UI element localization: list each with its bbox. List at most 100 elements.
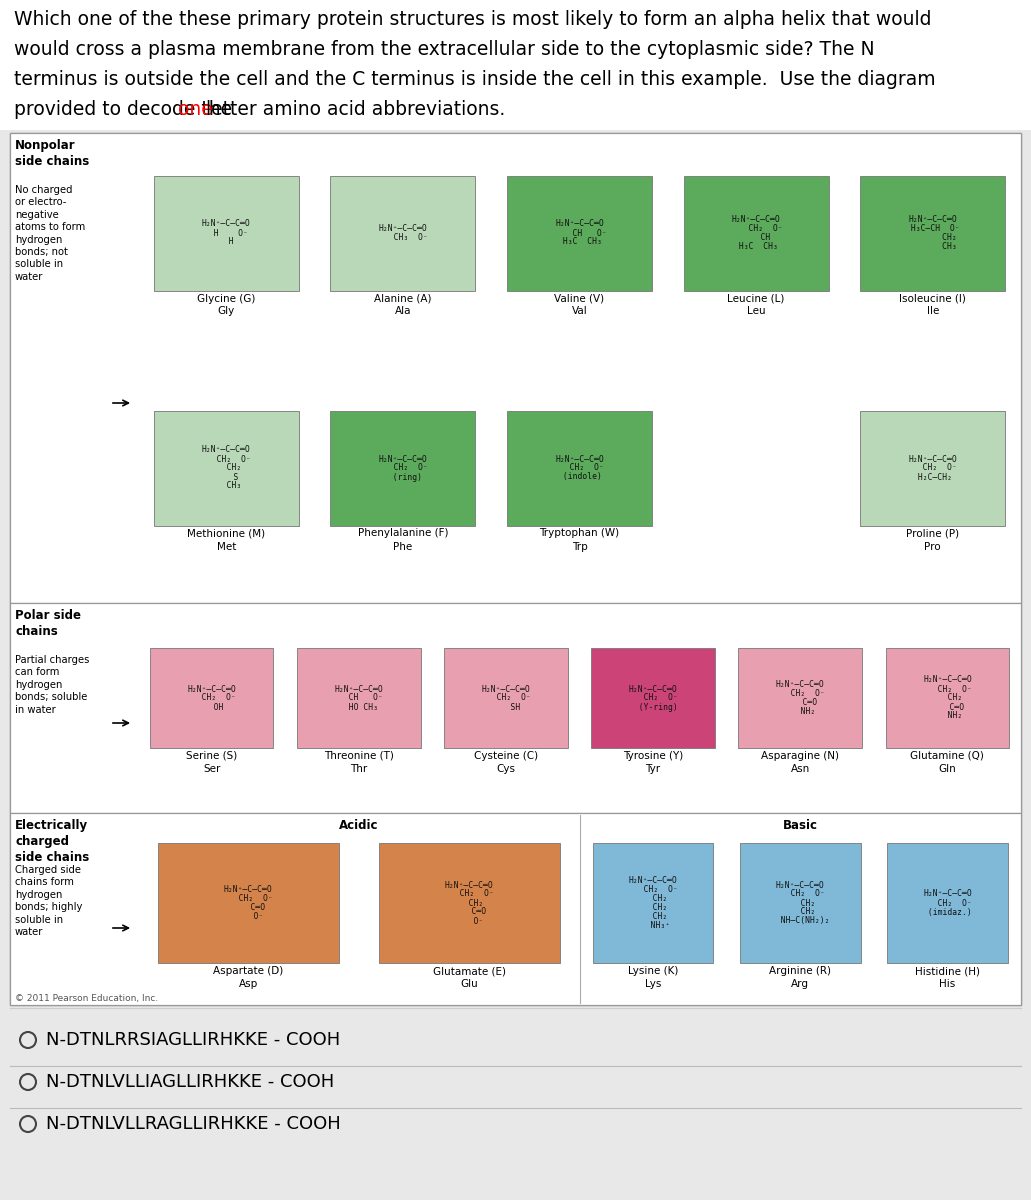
Text: Isoleucine (I): Isoleucine (I) [899, 294, 966, 304]
Text: Tryptophan (W): Tryptophan (W) [539, 528, 620, 539]
Text: H₂N⁺─C─C═O: H₂N⁺─C─C═O [629, 876, 677, 886]
Text: CH₂  O⁻: CH₂ O⁻ [378, 463, 427, 473]
Text: (imidaz.): (imidaz.) [923, 907, 972, 917]
Text: H₂N⁺─C─C═O: H₂N⁺─C─C═O [923, 676, 972, 684]
Text: Acidic: Acidic [339, 818, 378, 832]
Text: Glycine (G): Glycine (G) [197, 294, 256, 304]
Text: NH₃⁺: NH₃⁺ [636, 922, 670, 930]
Bar [331, 175, 475, 290]
Text: H₂N⁺─C─C═O: H₂N⁺─C─C═O [732, 215, 780, 224]
Text: Trp: Trp [571, 541, 588, 552]
Text: Glu: Glu [460, 979, 478, 989]
Bar [0, 1007, 1031, 1200]
Text: Charged side
chains form
hydrogen
bonds; highly
soluble in
water: Charged side chains form hydrogen bonds;… [15, 865, 82, 937]
Text: Lysine (K): Lysine (K) [628, 966, 678, 976]
Bar [738, 648, 862, 748]
Text: Methionine (M): Methionine (M) [188, 528, 265, 539]
Text: Met: Met [217, 541, 236, 552]
Bar [10, 133, 1021, 1006]
Text: Nonpolar
side chains: Nonpolar side chains [15, 139, 90, 168]
Text: Val: Val [571, 306, 588, 317]
Text: (indole): (indole) [558, 473, 601, 481]
Text: Partial charges
can form
hydrogen
bonds; soluble
in water: Partial charges can form hydrogen bonds;… [15, 655, 90, 714]
Bar [10, 814, 1021, 1006]
Bar [297, 648, 421, 748]
Text: Ser: Ser [203, 764, 221, 774]
Text: CH₂: CH₂ [933, 694, 962, 702]
Text: C═O: C═O [930, 702, 964, 712]
Text: (ring): (ring) [384, 473, 423, 481]
Text: CH₂  O⁻: CH₂ O⁻ [444, 889, 494, 899]
Text: CH₂: CH₂ [908, 233, 957, 242]
Bar [591, 648, 714, 748]
Text: provided to decode the: provided to decode the [14, 100, 238, 119]
Text: H₂N⁺─C─C═O: H₂N⁺─C─C═O [776, 881, 825, 889]
Bar [154, 175, 299, 290]
Text: Leucine (L): Leucine (L) [728, 294, 785, 304]
Text: Lys: Lys [645, 979, 661, 989]
Text: Glutamate (E): Glutamate (E) [433, 966, 505, 976]
Text: CH: CH [741, 233, 771, 242]
Text: H₂N⁺─C─C═O: H₂N⁺─C─C═O [555, 455, 604, 463]
Text: H₃C  CH₃: H₃C CH₃ [558, 238, 601, 246]
Bar [886, 648, 1009, 748]
Bar [860, 410, 1005, 526]
Text: Electrically
charged
side chains: Electrically charged side chains [15, 818, 90, 864]
Bar [887, 842, 1007, 962]
Text: H₂N⁺─C─C═O: H₂N⁺─C─C═O [188, 684, 236, 694]
Text: H₂N⁺─C─C═O: H₂N⁺─C─C═O [224, 886, 273, 894]
Text: CH₃: CH₃ [908, 242, 957, 251]
Bar [331, 410, 475, 526]
Text: Tyrosine (Y): Tyrosine (Y) [623, 751, 684, 761]
Text: H₂N⁺─C─C═O: H₂N⁺─C─C═O [776, 680, 825, 689]
Text: H₃C  CH₃: H₃C CH₃ [734, 242, 778, 251]
Text: Asp: Asp [239, 979, 258, 989]
Bar [507, 175, 652, 290]
Text: N-DTNLVLLIAGLLIRHKKE - COOH: N-DTNLVLLIAGLLIRHKKE - COOH [46, 1073, 334, 1091]
Text: Valine (V): Valine (V) [555, 294, 604, 304]
Text: CH₂  O⁻: CH₂ O⁻ [629, 886, 677, 894]
Text: S: S [214, 473, 238, 481]
Text: CH₂  O⁻: CH₂ O⁻ [629, 694, 677, 702]
Text: CH₂: CH₂ [786, 899, 814, 907]
Bar [684, 175, 829, 290]
Text: H₂N⁺─C─C═O: H₂N⁺─C─C═O [202, 220, 251, 228]
Text: CH₂  O⁻: CH₂ O⁻ [776, 689, 825, 698]
Bar [149, 648, 273, 748]
Text: Asparagine (N): Asparagine (N) [761, 751, 839, 761]
Text: No charged
or electro-
negative
atoms to form
hydrogen
bonds; not
soluble in
wat: No charged or electro- negative atoms to… [15, 185, 86, 282]
Text: Threonine (T): Threonine (T) [324, 751, 394, 761]
Text: His: His [939, 979, 956, 989]
Text: OH: OH [199, 702, 224, 712]
Text: H₃C─CH  O⁻: H₃C─CH O⁻ [906, 224, 960, 233]
Text: Basic: Basic [783, 818, 818, 832]
Text: Serine (S): Serine (S) [186, 751, 237, 761]
Text: NH₂: NH₂ [786, 707, 814, 716]
Text: N-DTNLRRSIAGLLIRHKKE - COOH: N-DTNLRRSIAGLLIRHKKE - COOH [46, 1031, 340, 1049]
Text: H₂N⁺─C─C═O: H₂N⁺─C─C═O [378, 455, 427, 463]
Text: C═O: C═O [784, 698, 818, 707]
Text: Thr: Thr [351, 764, 367, 774]
Bar [10, 602, 1021, 814]
Text: CH₂: CH₂ [638, 902, 668, 912]
Text: N-DTNLVLLRAGLLIRHKKE - COOH: N-DTNLVLLRAGLLIRHKKE - COOH [46, 1115, 341, 1133]
Bar [740, 842, 861, 962]
Text: Cys: Cys [496, 764, 516, 774]
Text: Asn: Asn [791, 764, 810, 774]
Text: CH   O⁻: CH O⁻ [553, 228, 606, 238]
Text: Pro: Pro [925, 541, 941, 552]
Text: H₂N⁺─C─C═O: H₂N⁺─C─C═O [555, 220, 604, 228]
Text: H₂N⁺─C─C═O: H₂N⁺─C─C═O [908, 455, 957, 463]
Text: CH₃  O⁻: CH₃ O⁻ [378, 233, 427, 242]
Text: CH₂: CH₂ [638, 912, 668, 922]
Bar [507, 410, 652, 526]
Text: CH₂: CH₂ [455, 899, 484, 907]
Text: letter amino acid abbreviations.: letter amino acid abbreviations. [200, 100, 505, 119]
Text: terminus is outside the cell and the C terminus is inside the cell in this examp: terminus is outside the cell and the C t… [14, 70, 935, 89]
Text: NH─C(NH₂)₂: NH─C(NH₂)₂ [771, 917, 830, 925]
Text: one: one [178, 100, 213, 119]
Text: CH₂  O⁻: CH₂ O⁻ [908, 463, 957, 473]
Text: H₂N⁺─C─C═O: H₂N⁺─C─C═O [444, 881, 494, 889]
Text: H₂N⁺─C─C═O: H₂N⁺─C─C═O [378, 224, 427, 233]
Text: Leu: Leu [746, 306, 765, 317]
